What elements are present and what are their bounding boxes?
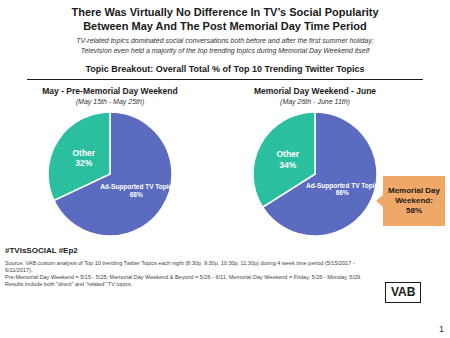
html-text:Topic Breakout: Overall Total: Topic Breakout: Overall Total % of Top 1… bbox=[85, 64, 365, 74]
html-text:(May 15th - May 25th): (May 15th - May 25th) bbox=[75, 98, 145, 105]
svg-text:Ad-Supported TV Topic66%: Ad-Supported TV Topic66% bbox=[306, 182, 378, 197]
html-text:Source: VAB custom analysis of: Source: VAB custom analysis of Top 10 tr… bbox=[5, 260, 362, 287]
html-text:#TVIsSOCIAL #Ep2: #TVIsSOCIAL #Ep2 bbox=[5, 246, 78, 255]
html-text:Memorial Day Weekend: 58%: Memorial Day Weekend: 58% bbox=[388, 186, 440, 215]
svg-text:Ad-Supported TV Topic68%: Ad-Supported TV Topic68% bbox=[100, 183, 172, 198]
html-text:There Was Virtually No Differe: There Was Virtually No Difference In TV’… bbox=[71, 6, 379, 32]
html-text:May - Pre-Memorial Day Weekend: May - Pre-Memorial Day Weekend bbox=[42, 86, 178, 96]
html-text:(May 26th - June 11th): (May 26th - June 11th) bbox=[280, 98, 350, 105]
html-text:Memorial Day Weekend - June: Memorial Day Weekend - June bbox=[253, 86, 377, 96]
html-text:VAB: VAB bbox=[391, 285, 416, 299]
html-text:1: 1 bbox=[439, 324, 444, 334]
html-text:TV-related topics dominated so: TV-related topics dominated social conve… bbox=[76, 37, 374, 54]
svg-text:Other34%: Other34% bbox=[276, 149, 299, 169]
svg-text:Other32%: Other32% bbox=[72, 148, 95, 168]
